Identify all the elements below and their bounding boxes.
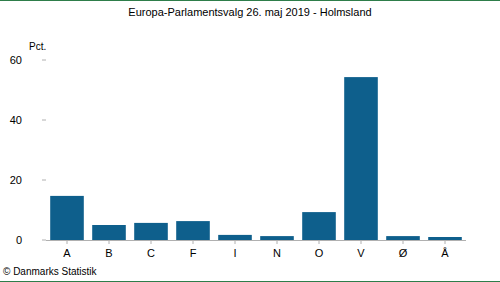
bar bbox=[260, 236, 294, 240]
bar bbox=[92, 225, 126, 240]
x-tick-label: V bbox=[357, 247, 365, 259]
y-tick bbox=[42, 60, 46, 61]
page: {"chart_data": {"type": "bar", "title": … bbox=[0, 0, 500, 282]
frame-top bbox=[0, 0, 500, 1]
x-tick-label: F bbox=[190, 247, 197, 259]
x-tick bbox=[277, 240, 278, 244]
x-tick-label: A bbox=[63, 247, 71, 259]
y-tick bbox=[42, 240, 46, 241]
bar bbox=[302, 212, 336, 240]
bar bbox=[50, 196, 84, 240]
bar bbox=[176, 221, 210, 240]
frame-bottom bbox=[0, 281, 500, 282]
x-tick bbox=[403, 240, 404, 244]
y-tick bbox=[42, 120, 46, 121]
bar bbox=[134, 223, 168, 240]
x-tick bbox=[109, 240, 110, 244]
x-tick-label: I bbox=[233, 247, 236, 259]
x-tick-label: Å bbox=[441, 247, 449, 259]
bars bbox=[50, 77, 462, 240]
bar bbox=[428, 237, 462, 240]
x-tick bbox=[319, 240, 320, 244]
bar bbox=[344, 77, 378, 240]
y-tick-label: 0 bbox=[16, 234, 22, 246]
x-tick-label: B bbox=[105, 247, 112, 259]
source: © Danmarks Statistik bbox=[3, 266, 98, 277]
y-tick bbox=[42, 180, 46, 181]
title: Europa-Parlamentsvalg 26. maj 2019 - Hol… bbox=[128, 6, 371, 18]
y-tick-label: 20 bbox=[10, 174, 22, 186]
x-tick bbox=[445, 240, 446, 244]
x-tick-label: C bbox=[147, 247, 155, 259]
y-label: Pct. bbox=[29, 41, 46, 52]
x-tick bbox=[67, 240, 68, 244]
x-tick-label: O bbox=[315, 247, 324, 259]
x-tick bbox=[361, 240, 362, 244]
x-tick-label: N bbox=[273, 247, 281, 259]
bar bbox=[218, 235, 252, 240]
x-tick bbox=[193, 240, 194, 244]
x-tick bbox=[235, 240, 236, 244]
x-tick-label: Ø bbox=[399, 247, 408, 259]
x-tick bbox=[151, 240, 152, 244]
y-tick-label: 40 bbox=[10, 114, 22, 126]
bar bbox=[386, 236, 420, 240]
chart: Europa-Parlamentsvalg 26. maj 2019 - Hol… bbox=[0, 0, 500, 282]
y-tick-label: 60 bbox=[10, 54, 22, 66]
